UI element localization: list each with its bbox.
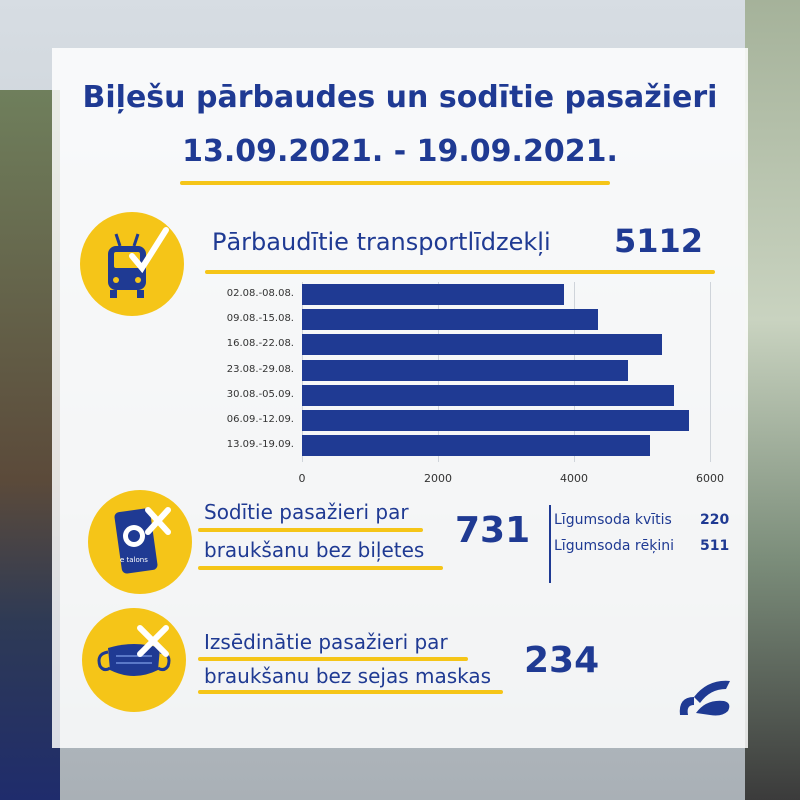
y-tick-label: 16.08.-22.08. (226, 338, 294, 350)
background-building-left (0, 90, 60, 800)
chart-bar (302, 384, 674, 406)
date-underline (180, 181, 610, 185)
fines-underline-2 (198, 566, 443, 570)
y-tick-label: 06.09.-12.09. (226, 414, 294, 425)
x-tick-label: 6000 (696, 472, 724, 485)
rekini-label: Līgumsoda rēķini (554, 538, 674, 554)
y-tick-label: 09.08.-15.08. (226, 313, 294, 325)
y-tick-label: 02.08.-08.08. (226, 288, 294, 299)
x-tick-label: 4000 (560, 472, 588, 485)
chart-bar (302, 309, 598, 331)
fines-label-line1: Sodītie pasažieri par (204, 500, 409, 524)
fines-underline-1 (198, 528, 423, 532)
etalons-card-icon (114, 507, 171, 574)
chart-bar (302, 334, 663, 356)
masks-underline-2 (198, 690, 503, 694)
chart-bar (302, 284, 564, 305)
company-logo (679, 680, 730, 716)
vehicles-value: 5112 (614, 222, 704, 260)
mask-icon-circle (82, 608, 186, 712)
chart-gridline (710, 282, 711, 462)
chart-bar (302, 435, 650, 457)
y-tick-label: 23.08.-29.08. (226, 363, 294, 375)
face-mask-icon (97, 625, 171, 676)
fines-value: 731 (455, 510, 531, 551)
x-tick-label: 0 (298, 472, 306, 485)
kvitis-value: 220 (700, 512, 730, 528)
kvitis-label: Līgumsoda kvītis (554, 512, 672, 528)
card-icon-circle: e talons (88, 490, 192, 594)
background-building-right (745, 0, 800, 800)
masks-value: 234 (524, 640, 600, 681)
chart-bar (302, 359, 629, 381)
masks-label-line1: Izsēdinātie pasažieri par (204, 630, 448, 654)
masks-label-line2: braukšanu bez sejas maskas (204, 664, 492, 688)
bus-check-icon (108, 227, 169, 298)
fines-label-line2: braukšanu bez biļetes (204, 538, 425, 562)
chart-bar (302, 410, 689, 431)
fines-separator (549, 505, 551, 583)
x-tick-label: 2000 (424, 472, 452, 485)
bus-icon-circle (80, 212, 184, 316)
vehicles-label: Pārbaudītie transportlīdzekļi (212, 228, 551, 256)
rekini-value: 511 (700, 538, 730, 554)
card-text: e talons (120, 556, 148, 564)
masks-underline-1 (198, 657, 468, 661)
y-tick-label: 13.09.-19.09. (226, 439, 294, 451)
vehicles-underline (205, 270, 715, 274)
y-tick-label: 30.08.-05.09. (226, 388, 294, 400)
page-title: Biļešu pārbaudes un sodītie pasažieri (82, 80, 718, 115)
date-range: 13.09.2021. - 19.09.2021. (182, 134, 618, 169)
